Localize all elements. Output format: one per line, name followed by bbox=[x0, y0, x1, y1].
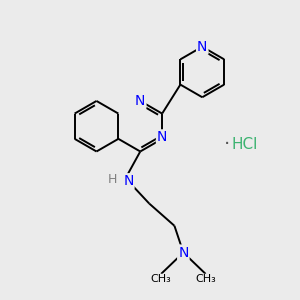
Text: N: N bbox=[178, 245, 188, 260]
Text: H: H bbox=[108, 173, 117, 186]
Text: N: N bbox=[157, 130, 167, 144]
Text: N: N bbox=[197, 40, 208, 54]
Text: HCl: HCl bbox=[232, 136, 258, 152]
Text: ·: · bbox=[224, 135, 230, 154]
Text: N: N bbox=[123, 174, 134, 188]
Text: CH₃: CH₃ bbox=[195, 274, 216, 284]
Text: CH₃: CH₃ bbox=[151, 274, 171, 284]
Text: N: N bbox=[135, 94, 146, 108]
